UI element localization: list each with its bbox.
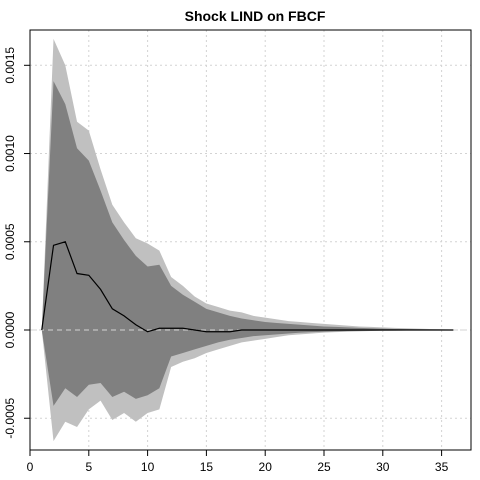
response-lines bbox=[41, 241, 454, 333]
y-tick-label-0: -0.0005 bbox=[3, 398, 17, 439]
chart-title: Shock LIND on FBCF bbox=[185, 8, 326, 24]
x-tick-label-0: 0 bbox=[27, 460, 34, 474]
x-axis: 0 5 10 15 20 25 30 35 bbox=[27, 449, 449, 474]
x-tick-label-5: 25 bbox=[317, 460, 331, 474]
y-tick-label-4: 0.0015 bbox=[3, 47, 17, 84]
y-tick-label-3: 0.0010 bbox=[3, 135, 17, 172]
x-tick-label-4: 20 bbox=[259, 460, 273, 474]
series-line-response bbox=[41, 241, 454, 333]
y-tick-label-2: 0.0005 bbox=[3, 223, 17, 260]
x-tick-label-2: 10 bbox=[141, 460, 155, 474]
x-tick-label-7: 35 bbox=[435, 460, 449, 474]
y-tick-label-1: 0.0000 bbox=[3, 311, 17, 348]
x-tick-label-6: 30 bbox=[376, 460, 390, 474]
band-inner bbox=[41, 81, 454, 406]
confidence-bands bbox=[41, 38, 454, 442]
y-axis: -0.0005 0.0000 0.0005 0.0010 0.0015 bbox=[3, 47, 31, 439]
x-tick-label-3: 15 bbox=[200, 460, 214, 474]
x-tick-label-1: 5 bbox=[85, 460, 92, 474]
